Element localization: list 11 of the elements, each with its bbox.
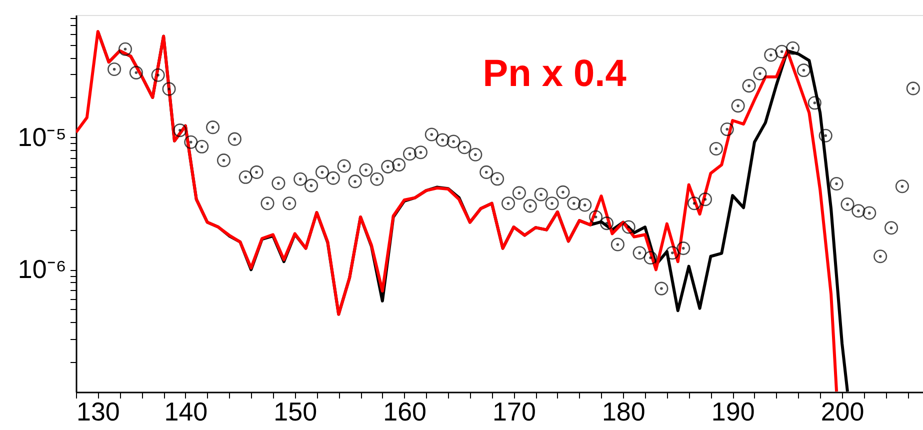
x-tick-label: 140 [164,396,208,426]
annotation: Pn x 0.4 [482,53,626,95]
y-tick-label: 10⁻⁶ [18,254,66,284]
x-tick-label: 200 [820,396,864,426]
x-tick-label: 180 [602,396,646,426]
y-tick-label: 10⁻⁵ [18,122,66,152]
x-tick-label: 170 [492,396,536,426]
x-tick-label: 160 [383,396,426,426]
x-tick-label: 150 [274,396,318,426]
x-tick-label: 130 [76,396,120,426]
x-tick-label: 190 [711,396,755,426]
